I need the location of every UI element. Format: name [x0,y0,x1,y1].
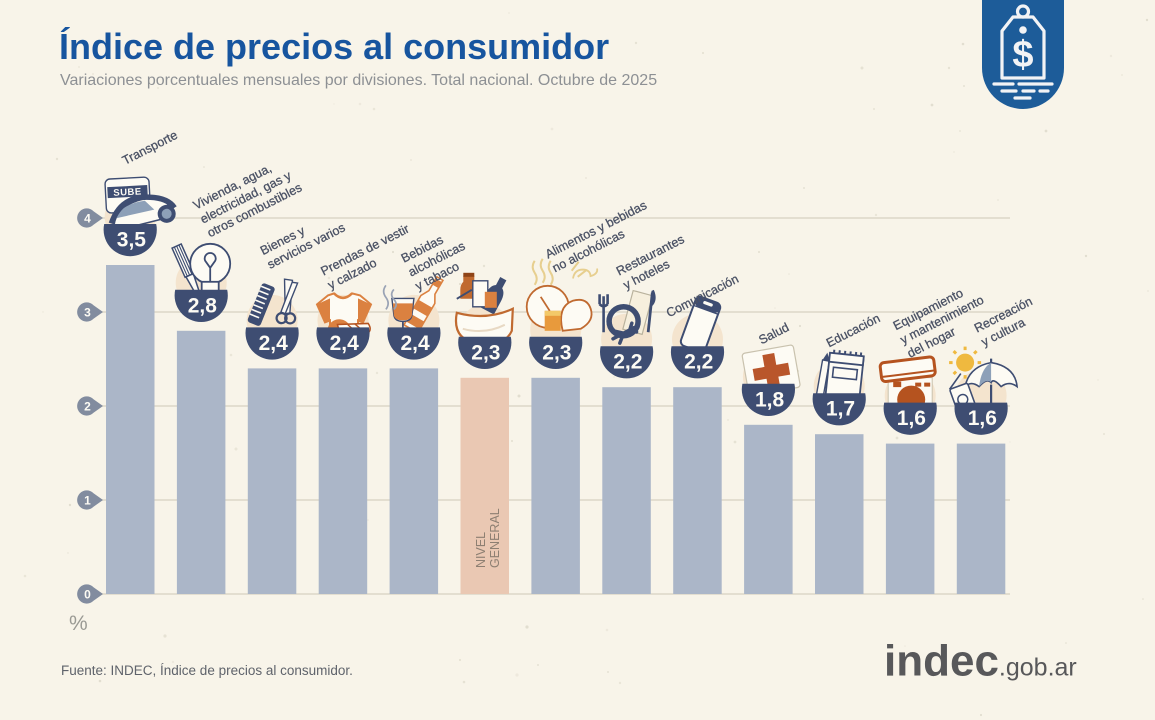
svg-text:GENERAL: GENERAL [488,508,502,568]
svg-text:3,5: 3,5 [117,229,147,252]
svg-text:2,2: 2,2 [684,351,713,374]
svg-text:SUBE: SUBE [113,186,142,198]
svg-text:1,8: 1,8 [755,388,785,411]
svg-text:1,6: 1,6 [897,407,926,430]
svg-text:2,2: 2,2 [613,351,642,374]
svg-text:%: % [69,612,88,635]
svg-text:1,6: 1,6 [968,407,997,430]
svg-text:2,4: 2,4 [400,332,430,355]
svg-text:2: 2 [84,399,91,413]
svg-text:Variaciones porcentuales mensu: Variaciones porcentuales mensuales por d… [60,72,657,89]
svg-text:4: 4 [84,211,91,225]
svg-text:0: 0 [84,587,91,601]
svg-text:2,3: 2,3 [471,341,500,364]
svg-text:2,3: 2,3 [542,341,571,364]
svg-text:indec.gob.ar: indec.gob.ar [884,637,1077,686]
svg-text:$: $ [1012,34,1033,76]
svg-text:NIVEL: NIVEL [474,532,488,568]
svg-text:2,4: 2,4 [259,332,289,355]
svg-text:2,4: 2,4 [330,332,360,355]
svg-text:1,7: 1,7 [826,398,855,421]
svg-text:Índice de precios al consumido: Índice de precios al consumidor [59,26,609,67]
svg-text:3: 3 [84,305,91,319]
svg-text:2,8: 2,8 [188,294,218,317]
svg-text:1: 1 [84,493,91,507]
svg-text:Fuente: INDEC, Índice de preci: Fuente: INDEC, Índice de precios al cons… [61,663,353,678]
